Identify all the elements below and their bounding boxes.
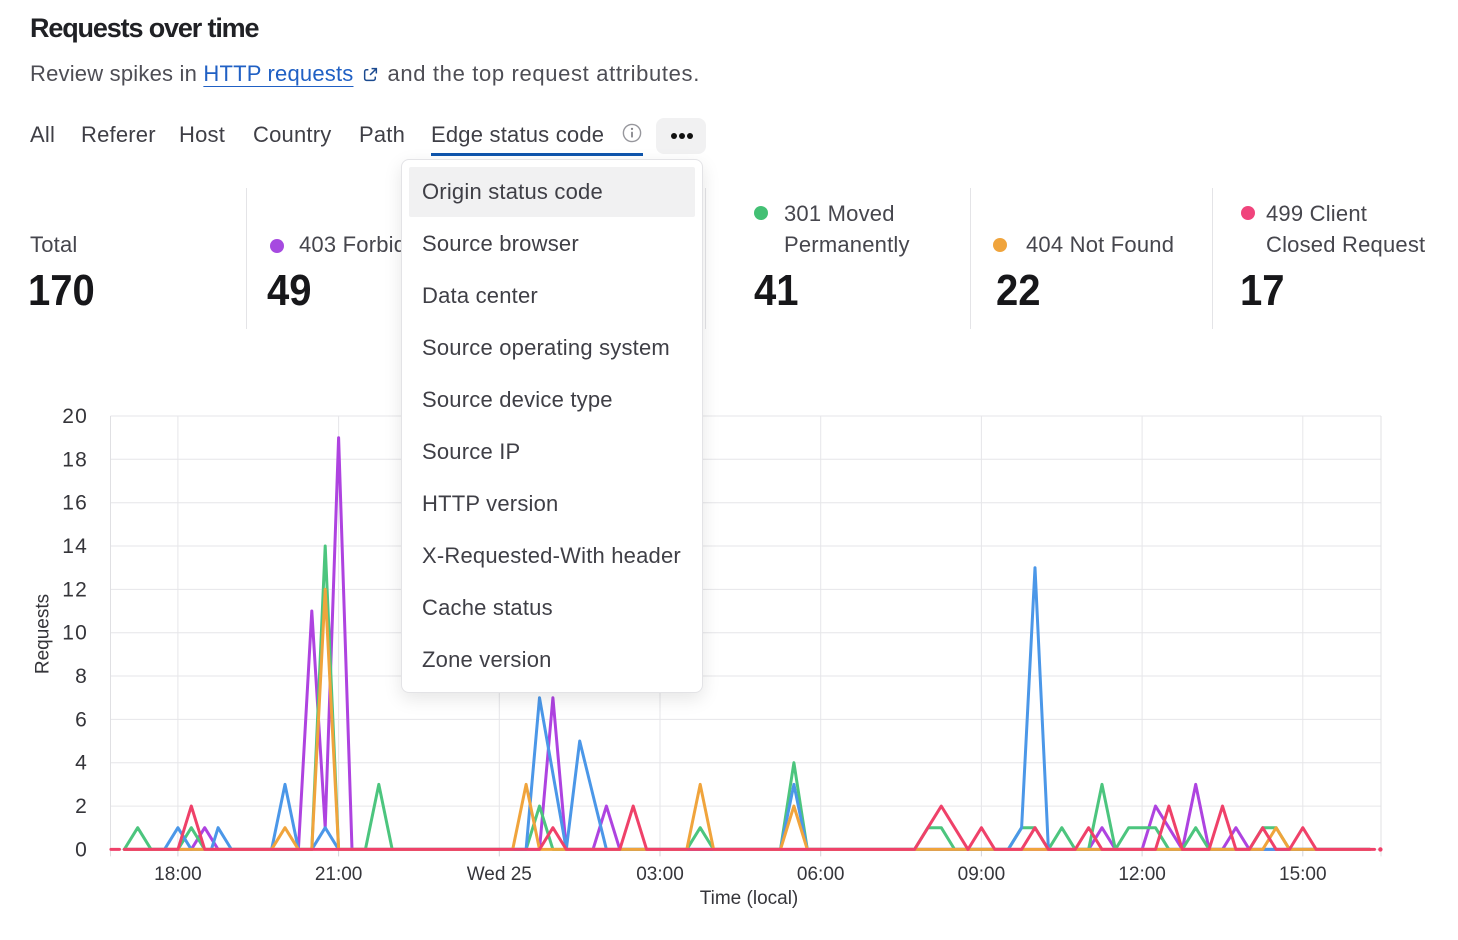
svg-text:15:00: 15:00 [1279, 864, 1327, 885]
svg-text:21:00: 21:00 [315, 864, 363, 885]
svg-text:14: 14 [62, 535, 88, 558]
svg-text:6: 6 [75, 708, 88, 731]
svg-text:Time (local): Time (local) [700, 888, 799, 909]
svg-text:Wed 25: Wed 25 [467, 864, 532, 885]
svg-text:2: 2 [75, 795, 88, 818]
svg-text:09:00: 09:00 [958, 864, 1006, 885]
svg-text:8: 8 [75, 665, 88, 688]
svg-text:20: 20 [62, 405, 88, 428]
svg-text:Requests: Requests [33, 594, 54, 674]
svg-text:0: 0 [75, 838, 88, 861]
svg-text:12: 12 [62, 578, 88, 601]
svg-text:03:00: 03:00 [636, 864, 684, 885]
svg-text:06:00: 06:00 [797, 864, 845, 885]
svg-text:4: 4 [75, 752, 88, 775]
svg-text:18: 18 [62, 448, 88, 471]
svg-text:10: 10 [62, 622, 88, 645]
svg-text:18:00: 18:00 [154, 864, 202, 885]
svg-text:12:00: 12:00 [1118, 864, 1166, 885]
svg-text:16: 16 [62, 492, 88, 515]
